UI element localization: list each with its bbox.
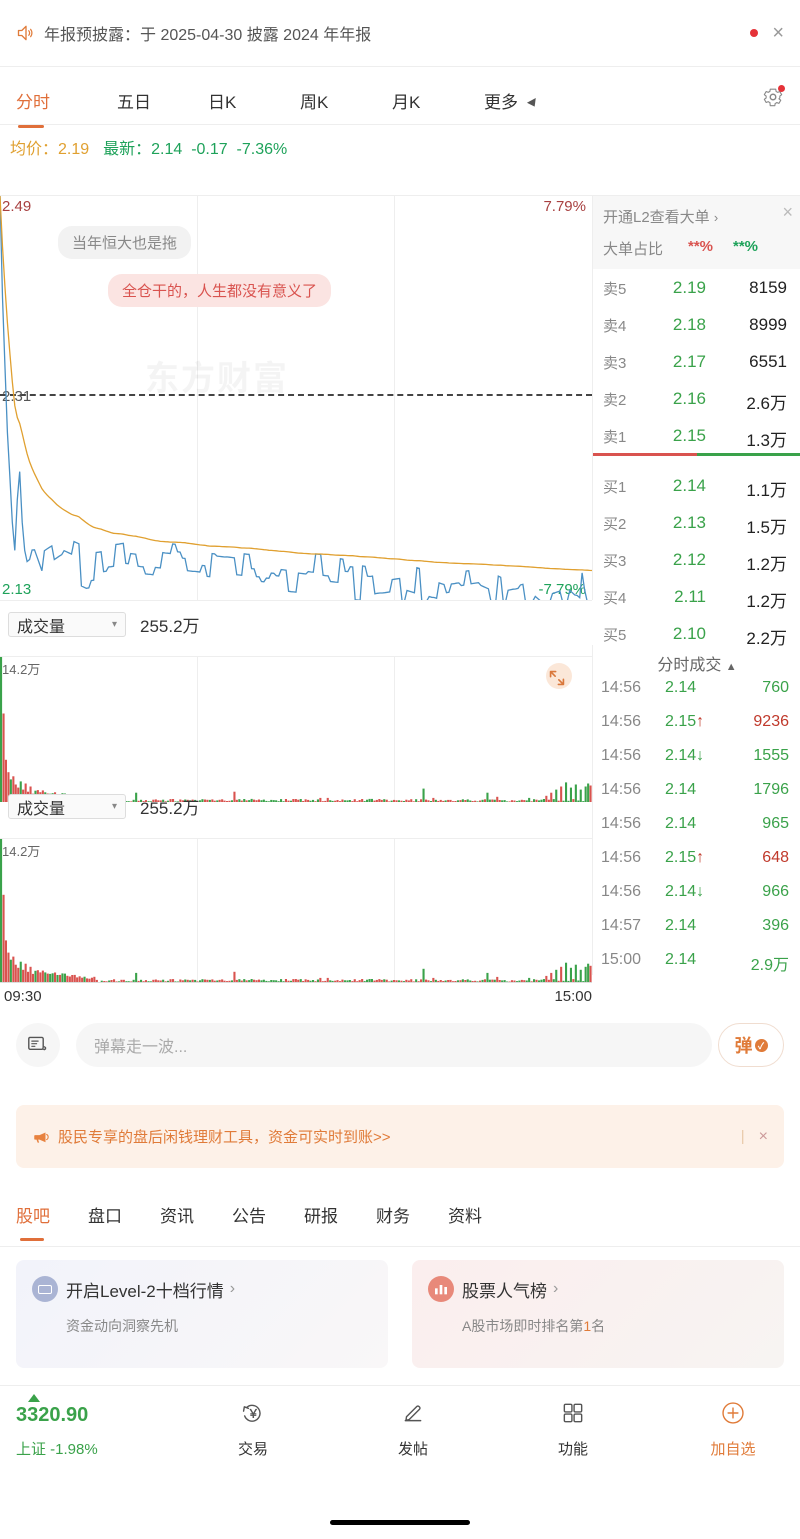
svg-text:￥: ￥ bbox=[248, 1409, 259, 1421]
